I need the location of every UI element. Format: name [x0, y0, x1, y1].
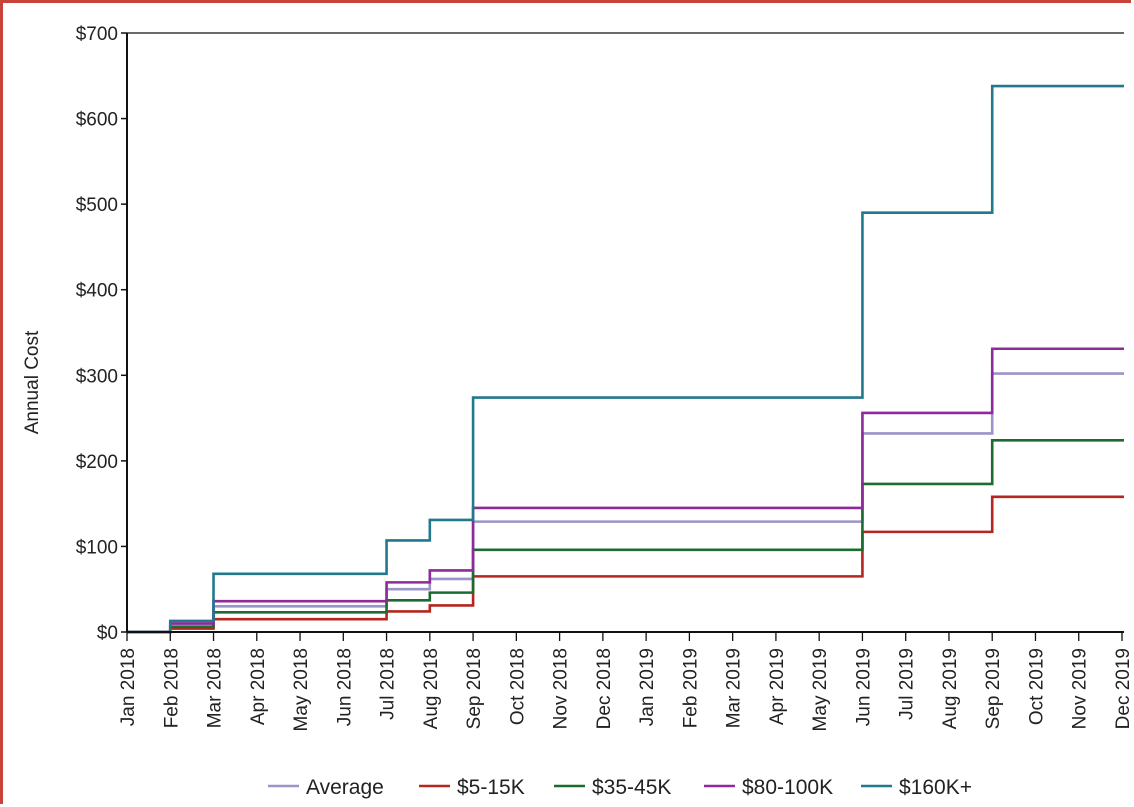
x-tick-label: Oct 2018	[507, 648, 528, 725]
legend-label: $80-100K	[742, 776, 833, 799]
x-tick-label: Jun 2018	[334, 648, 355, 726]
x-tick-label: Jul 2019	[897, 648, 918, 720]
x-tick-label: Sep 2018	[464, 648, 485, 729]
x-tick-label: Jul 2018	[378, 648, 399, 720]
x-tick-label: Jun 2019	[853, 648, 874, 726]
x-tick-label: Nov 2018	[551, 648, 572, 729]
x-tick-label: Dec 2019	[1113, 648, 1134, 729]
x-tick-label: Mar 2018	[205, 648, 226, 728]
y-tick-label: $100	[76, 537, 118, 558]
y-tick-label: $500	[76, 195, 118, 216]
series-layer	[127, 84, 1124, 634]
axes-layer	[126, 32, 1124, 633]
x-tick-label: Apr 2019	[767, 648, 788, 725]
legend-label: $35-45K	[592, 776, 671, 799]
x-tick-label: Sep 2019	[983, 648, 1004, 729]
y-tick-label: $700	[76, 24, 118, 45]
x-tick-label: Aug 2019	[940, 648, 961, 729]
legend-label: $5-15K	[457, 776, 525, 799]
x-tick-label: Dec 2018	[594, 648, 615, 729]
x-tick-label: Oct 2019	[1026, 648, 1047, 725]
series-line	[127, 84, 1124, 634]
x-tick-label: Aug 2018	[421, 648, 442, 729]
legend-label: $160K+	[899, 776, 972, 799]
x-tick-label: Nov 2019	[1070, 648, 1091, 729]
series-line	[127, 372, 1124, 634]
x-tick-label: Jan 2019	[637, 648, 658, 726]
y-tick-label: $300	[76, 366, 118, 387]
x-ticks: Jan 2018 Feb 2018 Mar 2018 Apr 2018 May 2018…	[118, 632, 1134, 731]
series-line	[127, 439, 1124, 634]
x-tick-label: Feb 2019	[680, 648, 701, 728]
y-tick-label: $200	[76, 452, 118, 473]
y-axis-label: Annual Cost	[22, 330, 43, 434]
x-tick-label: Mar 2019	[724, 648, 745, 728]
legend: Average $5-15K $35-45K $80-100K $160K+	[268, 776, 972, 799]
x-tick-label: Feb 2018	[161, 648, 182, 728]
y-tick-label: $400	[76, 281, 118, 302]
y-tick-label: $0	[97, 623, 118, 644]
y-tick-label: $600	[76, 110, 118, 131]
series-line	[127, 495, 1124, 634]
legend-label: Average	[306, 776, 384, 799]
x-tick-label: Jan 2018	[118, 648, 139, 726]
x-tick-label: May 2019	[810, 648, 831, 731]
series-line	[127, 347, 1124, 634]
x-tick-label: Apr 2018	[248, 648, 269, 725]
x-tick-label: May 2018	[291, 648, 312, 731]
y-ticks: $0 $100 $200 $300 $400 $500 $600 $700	[76, 24, 127, 644]
